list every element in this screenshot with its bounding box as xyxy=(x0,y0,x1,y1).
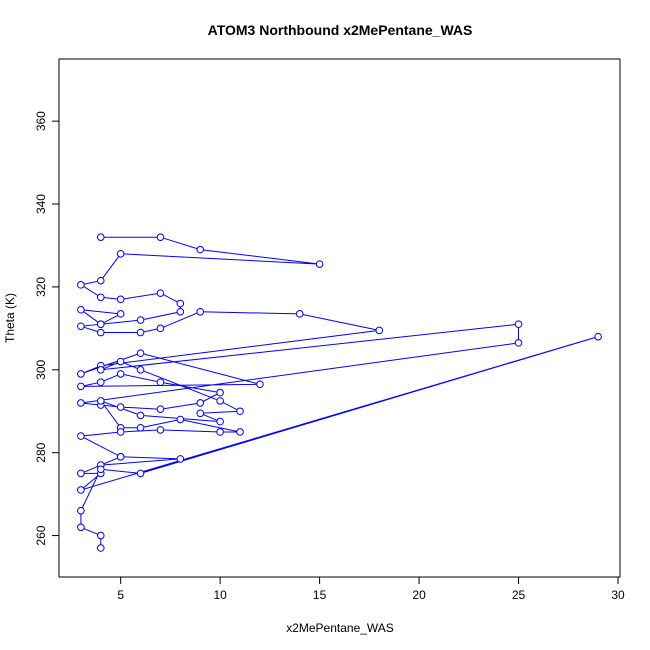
data-point-0-20 xyxy=(156,324,165,333)
data-point-0-41 xyxy=(116,357,125,366)
data-point-0-69 xyxy=(96,531,105,540)
data-point-0-0 xyxy=(96,233,105,241)
data-point-0-3 xyxy=(315,260,324,268)
data-point-0-6 xyxy=(77,281,85,289)
data-point-0-44 xyxy=(236,407,244,416)
y-tick-label-2: 300 xyxy=(34,359,48,379)
data-point-0-14 xyxy=(77,305,85,314)
data-point-0-4 xyxy=(116,249,125,258)
data-point-0-63 xyxy=(77,486,85,494)
data-point-0-10 xyxy=(176,299,185,308)
data-point-0-42 xyxy=(136,366,145,374)
data-point-0-25 xyxy=(77,370,85,378)
x-tick-label-2: 15 xyxy=(313,588,327,602)
data-point-0-54 xyxy=(156,426,165,434)
data-point-0-15 xyxy=(116,310,125,318)
data-point-0-35 xyxy=(116,403,125,411)
chart-title: ATOM3 Northbound x2MePentane_WAS xyxy=(208,22,473,38)
data-point-0-47 xyxy=(136,411,145,420)
data-point-0-67 xyxy=(77,506,85,515)
data-point-0-56 xyxy=(77,432,85,440)
data-point-0-50 xyxy=(136,424,145,432)
data-point-0-66 xyxy=(96,465,105,474)
data-point-0-32 xyxy=(216,388,224,397)
data-point-0-58 xyxy=(176,455,185,463)
data-point-0-2 xyxy=(196,245,205,254)
x-tick-label-0: 5 xyxy=(117,588,124,602)
data-point-0-7 xyxy=(96,293,105,302)
data-point-0-68 xyxy=(77,523,85,532)
data-point-0-26 xyxy=(136,349,145,358)
data-point-0-45 xyxy=(196,409,205,418)
data-point-0-31 xyxy=(156,378,165,387)
data-point-0-16 xyxy=(96,320,105,329)
data-point-0-46 xyxy=(216,417,224,426)
data-point-0-1 xyxy=(156,233,165,241)
data-point-0-18 xyxy=(96,328,105,337)
y-tick-label-4: 340 xyxy=(34,194,48,214)
data-point-0-19 xyxy=(136,328,145,337)
data-point-0-34 xyxy=(156,405,165,413)
data-point-0-27 xyxy=(256,380,264,389)
data-point-0-22 xyxy=(295,310,304,318)
data-point-0-5 xyxy=(96,276,105,285)
data-point-0-61 xyxy=(77,469,85,478)
plot-frame xyxy=(58,58,621,578)
data-point-0-21 xyxy=(196,307,205,316)
y-axis-label: Theta (K) xyxy=(3,293,17,343)
data-point-0-12 xyxy=(136,316,145,324)
y-tick-label-3: 320 xyxy=(34,277,48,297)
data-point-0-8 xyxy=(116,295,125,304)
data-point-0-28 xyxy=(77,382,85,391)
data-point-0-43 xyxy=(216,397,224,405)
data-point-0-55 xyxy=(116,428,125,436)
data-point-0-33 xyxy=(196,399,205,407)
x-axis-label: x2MePentane_WAS xyxy=(286,621,394,635)
data-point-0-65 xyxy=(136,469,145,478)
data-point-0-60 xyxy=(116,453,125,461)
data-point-0-64 xyxy=(594,332,602,341)
data-point-0-37 xyxy=(77,399,85,407)
data-point-0-53 xyxy=(216,428,224,436)
data-point-0-52 xyxy=(236,428,244,436)
data-point-0-51 xyxy=(176,415,185,424)
data-point-0-11 xyxy=(176,307,185,316)
x-tick-label-4: 25 xyxy=(512,588,526,602)
data-point-0-39 xyxy=(514,320,523,329)
x-tick-label-3: 20 xyxy=(412,588,426,602)
y-tick-label-1: 280 xyxy=(34,442,48,462)
data-point-0-70 xyxy=(96,544,105,552)
y-tick-label-5: 360 xyxy=(34,111,48,131)
data-point-0-30 xyxy=(116,370,125,378)
x-tick-label-1: 10 xyxy=(213,588,227,602)
y-tick-label-0: 260 xyxy=(34,525,48,545)
data-point-0-40 xyxy=(96,366,105,374)
data-point-0-23 xyxy=(375,326,384,335)
data-point-0-29 xyxy=(96,378,105,387)
data-point-0-9 xyxy=(156,289,165,297)
x-tick-label-5: 30 xyxy=(611,588,625,602)
data-point-0-17 xyxy=(77,322,85,331)
data-point-0-38 xyxy=(514,339,523,347)
data-point-0-48 xyxy=(96,397,105,405)
axes: 5 10 15 20 25 30 260 280 300 320 340 360 xyxy=(34,58,625,602)
plot-area xyxy=(77,233,602,552)
